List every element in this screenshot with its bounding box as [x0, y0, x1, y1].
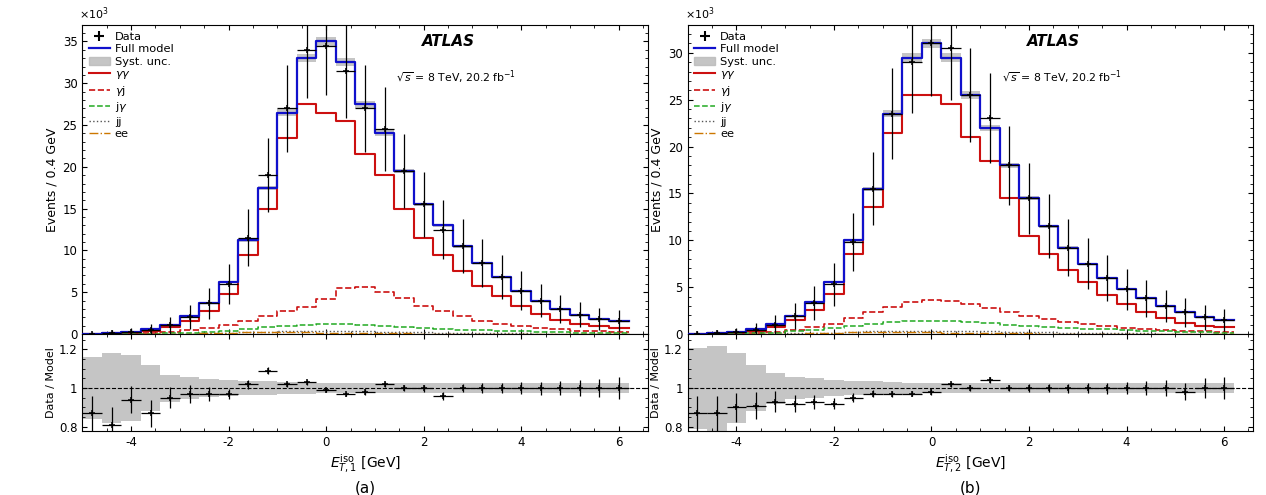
Y-axis label: Data / Model: Data / Model	[46, 347, 56, 418]
Text: ATLAS: ATLAS	[1027, 34, 1080, 49]
Text: ATLAS: ATLAS	[422, 34, 475, 49]
Y-axis label: Events / 0.4 GeV: Events / 0.4 GeV	[651, 127, 663, 232]
Legend: Data, Full model, Syst. unc., $\gamma\gamma$, $\gamma$j, j$\gamma$, jj, ee: Data, Full model, Syst. unc., $\gamma\ga…	[87, 29, 176, 142]
X-axis label: $E_{T,2}^{\mathrm{iso}}$ [GeV]: $E_{T,2}^{\mathrm{iso}}$ [GeV]	[934, 453, 1006, 475]
Text: $\sqrt{s}$ = 8 TeV, 20.2 fb$^{-1}$: $\sqrt{s}$ = 8 TeV, 20.2 fb$^{-1}$	[1001, 68, 1122, 86]
Y-axis label: Events / 0.4 GeV: Events / 0.4 GeV	[46, 127, 58, 232]
Text: (b): (b)	[960, 481, 981, 495]
Text: (a): (a)	[354, 481, 376, 495]
Legend: Data, Full model, Syst. unc., $\gamma\gamma$, $\gamma$j, j$\gamma$, jj, ee: Data, Full model, Syst. unc., $\gamma\ga…	[693, 29, 781, 142]
X-axis label: $E_{T,1}^{\mathrm{iso}}$ [GeV]: $E_{T,1}^{\mathrm{iso}}$ [GeV]	[329, 453, 401, 475]
Text: $\sqrt{s}$ = 8 TeV, 20.2 fb$^{-1}$: $\sqrt{s}$ = 8 TeV, 20.2 fb$^{-1}$	[396, 68, 517, 86]
Text: $\times10^3$: $\times10^3$	[80, 5, 109, 22]
Text: $\times10^3$: $\times10^3$	[685, 5, 714, 22]
Y-axis label: Data / Model: Data / Model	[651, 347, 661, 418]
